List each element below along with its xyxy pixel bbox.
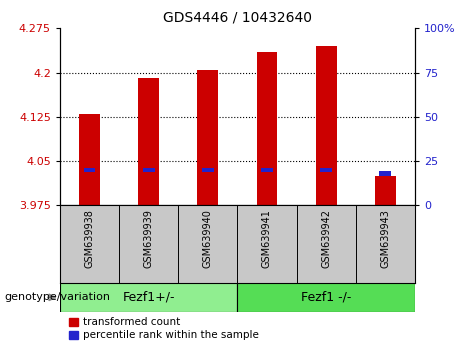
Bar <box>83 168 95 172</box>
Legend: transformed count, percentile rank within the sample: transformed count, percentile rank withi… <box>65 313 263 345</box>
Text: GSM639940: GSM639940 <box>203 209 213 268</box>
Text: Fezf1+/-: Fezf1+/- <box>123 291 175 304</box>
Bar <box>316 46 337 205</box>
Bar <box>60 283 237 312</box>
Bar <box>257 52 278 205</box>
Text: GSM639943: GSM639943 <box>380 209 390 268</box>
Bar <box>379 171 391 176</box>
Bar <box>375 176 396 205</box>
Bar <box>237 283 415 312</box>
Text: genotype/variation: genotype/variation <box>5 292 111 302</box>
Text: GSM639939: GSM639939 <box>144 209 154 268</box>
Bar <box>261 168 273 172</box>
Bar <box>202 168 214 172</box>
Bar <box>143 168 154 172</box>
Bar <box>197 70 218 205</box>
Bar <box>320 168 332 172</box>
Text: GSM639942: GSM639942 <box>321 209 331 268</box>
Text: GSM639938: GSM639938 <box>84 209 95 268</box>
Text: GSM639941: GSM639941 <box>262 209 272 268</box>
Bar <box>79 114 100 205</box>
Text: Fezf1 -/-: Fezf1 -/- <box>301 291 351 304</box>
Bar <box>138 79 159 205</box>
Title: GDS4446 / 10432640: GDS4446 / 10432640 <box>163 10 312 24</box>
